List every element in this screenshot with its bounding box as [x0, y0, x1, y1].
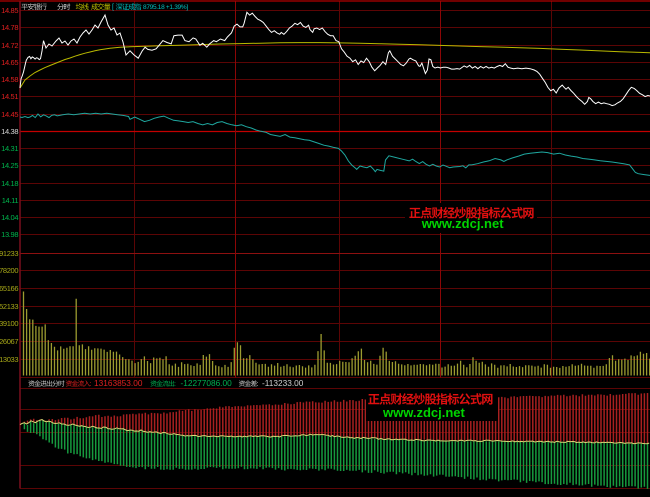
- svg-text:26067: 26067: [0, 337, 18, 346]
- svg-text:14.58: 14.58: [1, 75, 18, 84]
- svg-text:52133: 52133: [0, 302, 18, 311]
- svg-text:www.zdcj.net: www.zdcj.net: [421, 216, 505, 231]
- svg-text:65166: 65166: [0, 284, 18, 293]
- svg-text:14.31: 14.31: [1, 144, 18, 153]
- svg-text:[: [: [112, 4, 114, 11]
- svg-text:13033: 13033: [0, 355, 18, 364]
- svg-text::: :: [90, 381, 92, 388]
- svg-text:14.72: 14.72: [1, 41, 18, 50]
- svg-text:www.zdcj.net: www.zdcj.net: [382, 405, 466, 420]
- svg-text:14.85: 14.85: [1, 6, 18, 15]
- svg-text:14.65: 14.65: [1, 58, 18, 67]
- svg-text::: :: [174, 381, 176, 388]
- svg-text:78200: 78200: [0, 266, 18, 275]
- svg-text:14.18: 14.18: [1, 179, 18, 188]
- svg-text:-12277086.00: -12277086.00: [181, 378, 233, 388]
- svg-text:14.38: 14.38: [1, 127, 18, 136]
- svg-text:13.98: 13.98: [1, 230, 18, 239]
- svg-text:-113233.00: -113233.00: [262, 378, 304, 388]
- svg-text:14.45: 14.45: [1, 110, 18, 119]
- svg-text:8795.18 +1.39%]: 8795.18 +1.39%]: [143, 4, 188, 11]
- svg-text:13163853.00: 13163853.00: [94, 378, 143, 388]
- svg-text::: :: [257, 381, 259, 388]
- svg-text:14.25: 14.25: [1, 161, 18, 170]
- svg-text:14.51: 14.51: [1, 92, 18, 101]
- svg-text:91233: 91233: [0, 249, 18, 258]
- svg-text:39100: 39100: [0, 319, 18, 328]
- svg-text:14.11: 14.11: [2, 196, 19, 205]
- svg-text:14.04: 14.04: [1, 213, 18, 222]
- svg-text:14.78: 14.78: [1, 23, 18, 32]
